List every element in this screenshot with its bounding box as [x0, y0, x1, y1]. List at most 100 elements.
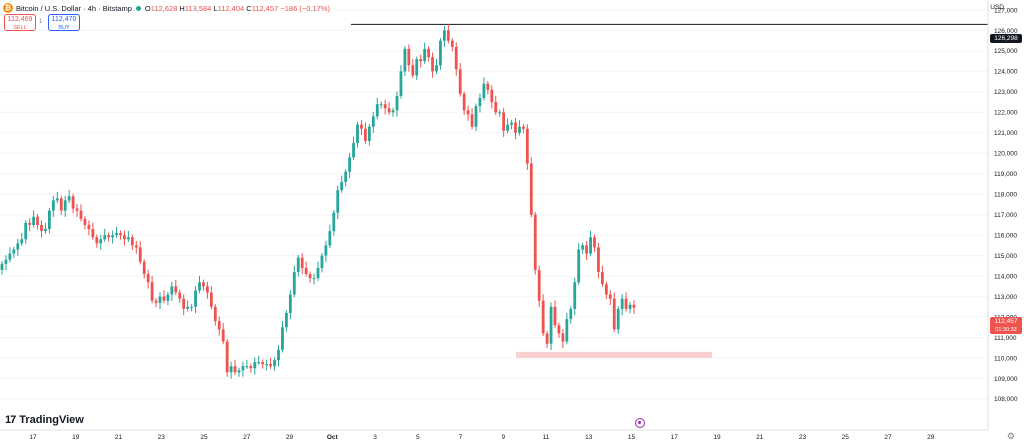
- candle-body: [127, 237, 130, 240]
- candle-body: [336, 190, 340, 213]
- candle-body: [40, 224, 43, 232]
- candle-body: [261, 362, 265, 365]
- candle-body: [257, 362, 261, 364]
- currency-label[interactable]: USD: [990, 4, 1004, 11]
- candle-body: [470, 114, 474, 127]
- candle-body: [241, 366, 245, 371]
- candle-body: [533, 214, 537, 270]
- candle-body: [292, 272, 296, 295]
- candle-body: [502, 112, 506, 131]
- candle-body: [67, 196, 71, 201]
- chart-settings-icon[interactable]: ⚙: [1006, 431, 1015, 441]
- candle-body: [202, 282, 205, 287]
- candle-body: [482, 83, 486, 99]
- candle-body: [123, 235, 126, 240]
- time-tick-label: 19: [713, 434, 721, 441]
- candle-body: [549, 306, 553, 344]
- time-tick-label: 5: [416, 434, 420, 441]
- candle-body: [265, 364, 269, 366]
- time-axis-labels: 17 19 21 23 25 27 29 Oct 3 5 7 9 11 13 15 17 19 21 23 25 27 2…: [29, 434, 934, 441]
- price-tick-label: 116,000: [994, 232, 1017, 239]
- buy-label: BUY: [58, 25, 70, 31]
- candle-body: [225, 341, 229, 373]
- time-tick-label: 19: [72, 434, 80, 441]
- candle-body: [324, 245, 328, 256]
- candle-body: [514, 122, 517, 133]
- candle-body: [589, 237, 592, 254]
- price-tick-label: 126,000: [994, 28, 1018, 35]
- candle-body: [391, 110, 395, 113]
- tradingview-logo-text: TradingView: [19, 414, 84, 426]
- candle-body: [458, 69, 462, 94]
- buy-button[interactable]: 112,470 BUY: [48, 14, 80, 31]
- candle-body: [273, 360, 276, 367]
- price-tick-label: 108,000: [994, 396, 1018, 403]
- candle-body: [553, 306, 557, 326]
- chart-legend: ₿ Bitcoin / U.S. Dollar · 4h · Bitstamp …: [3, 2, 330, 14]
- time-tick-label: 25: [842, 434, 850, 441]
- candle-body: [316, 267, 320, 279]
- candle-body: [134, 245, 138, 248]
- candle-body: [419, 59, 423, 62]
- candle-body: [407, 48, 411, 66]
- candle-body: [198, 282, 201, 291]
- candle-body: [115, 233, 118, 236]
- price-tick-label: 115,000: [994, 253, 1017, 260]
- candle-body: [20, 239, 24, 244]
- time-tick-label: 27: [884, 434, 892, 441]
- candle-body: [466, 110, 470, 115]
- support-zone: [516, 351, 712, 358]
- candle-body: [166, 294, 170, 301]
- candle-body: [332, 212, 336, 232]
- candle-body: [435, 65, 438, 72]
- candle-body: [213, 306, 217, 322]
- candle-body: [0, 263, 4, 270]
- price-tick-label: 119,000: [994, 171, 1017, 178]
- candle-body: [119, 233, 122, 236]
- candle-body: [150, 282, 154, 301]
- candle-body: [107, 235, 111, 238]
- price-tick-label: 111,000: [994, 335, 1017, 342]
- candle-body: [63, 200, 67, 211]
- candle-body: [446, 30, 450, 41]
- candle-body: [585, 245, 588, 254]
- candle-body: [403, 48, 407, 72]
- go-to-realtime-icon[interactable]: [635, 418, 645, 428]
- price-tick-label: 125,000: [994, 48, 1018, 55]
- candle-body: [525, 128, 529, 164]
- candle-body: [296, 257, 300, 273]
- candle-body: [565, 319, 569, 342]
- time-tick-label: 21: [756, 434, 764, 441]
- candle-body: [624, 298, 628, 309]
- candle-body: [48, 210, 51, 230]
- candle-body: [541, 300, 545, 334]
- symbol-title[interactable]: Bitcoin / U.S. Dollar · 4h · Bitstamp: [16, 3, 132, 13]
- sell-button[interactable]: 112,469 SELL: [4, 14, 36, 31]
- candle-body: [415, 59, 419, 76]
- candle-body: [186, 306, 190, 309]
- candle-body: [142, 261, 146, 275]
- candle-body: [12, 249, 16, 254]
- candle-body: [340, 181, 344, 191]
- candle-body: [344, 171, 348, 182]
- spread-value: 1: [39, 19, 43, 25]
- candle-body: [387, 108, 391, 113]
- candle-body: [348, 157, 351, 172]
- time-tick-label: 7: [459, 434, 463, 441]
- candle-body: [95, 237, 99, 244]
- tradingview-logo[interactable]: 17 TradingView: [5, 414, 84, 426]
- candle-body: [529, 163, 533, 215]
- candle-body: [545, 333, 549, 344]
- price-tick-label: 110,000: [994, 355, 1017, 362]
- candle-body: [182, 298, 186, 309]
- candle-body: [178, 292, 182, 299]
- candle-body: [601, 272, 604, 285]
- candle-body: [443, 30, 446, 41]
- candle-body: [518, 126, 521, 133]
- candle-body: [174, 286, 178, 293]
- bar-countdown: 01:30:33: [995, 327, 1017, 333]
- candle-body: [486, 83, 490, 90]
- time-tick-label: Oct: [327, 434, 339, 441]
- candle-body: [577, 249, 581, 283]
